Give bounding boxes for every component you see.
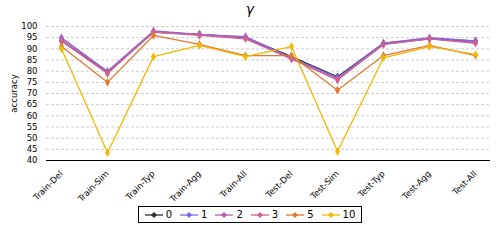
- svg-text:40: 40: [27, 155, 38, 165]
- svg-text:Test-Agg: Test-Agg: [399, 169, 432, 202]
- html-text:0: 0: [165, 209, 173, 220]
- svg-text:70: 70: [27, 88, 38, 98]
- html-text:γ: γ: [245, 1, 255, 17]
- svg-text:100: 100: [21, 21, 37, 31]
- html-text:10: 10: [342, 209, 356, 220]
- svg-text:accuracy: accuracy: [9, 74, 19, 112]
- svg-text:Train-Del: Train-Del: [30, 169, 64, 203]
- svg-text:Test-Del: Test-Del: [263, 169, 295, 201]
- html-text:5: 5: [307, 209, 314, 220]
- svg-text:Train-Sim: Train-Sim: [75, 169, 111, 205]
- svg-text:Train-Agg: Train-Agg: [167, 169, 203, 205]
- svg-text:65: 65: [27, 99, 38, 109]
- svg-text:Test-Typ: Test-Typ: [355, 169, 386, 200]
- svg-text:Train-All: Train-All: [217, 169, 249, 201]
- svg-text:Test-All: Test-All: [450, 169, 479, 198]
- html-text:1: 1: [201, 209, 208, 220]
- html-text:2: 2: [236, 209, 243, 220]
- svg-text:Train-Typ: Train-Typ: [123, 169, 157, 203]
- svg-text:Test-Sim: Test-Sim: [308, 169, 341, 202]
- svg-text:75: 75: [27, 77, 38, 87]
- svg-text:85: 85: [27, 55, 38, 65]
- svg-text:80: 80: [27, 66, 38, 76]
- svg-text:95: 95: [27, 32, 38, 42]
- svg-text:45: 45: [27, 144, 38, 154]
- html-text:3: 3: [271, 209, 279, 220]
- svg-text:55: 55: [27, 122, 38, 132]
- svg-text:60: 60: [27, 111, 38, 121]
- svg-text:90: 90: [27, 44, 38, 54]
- svg-text:50: 50: [27, 133, 38, 143]
